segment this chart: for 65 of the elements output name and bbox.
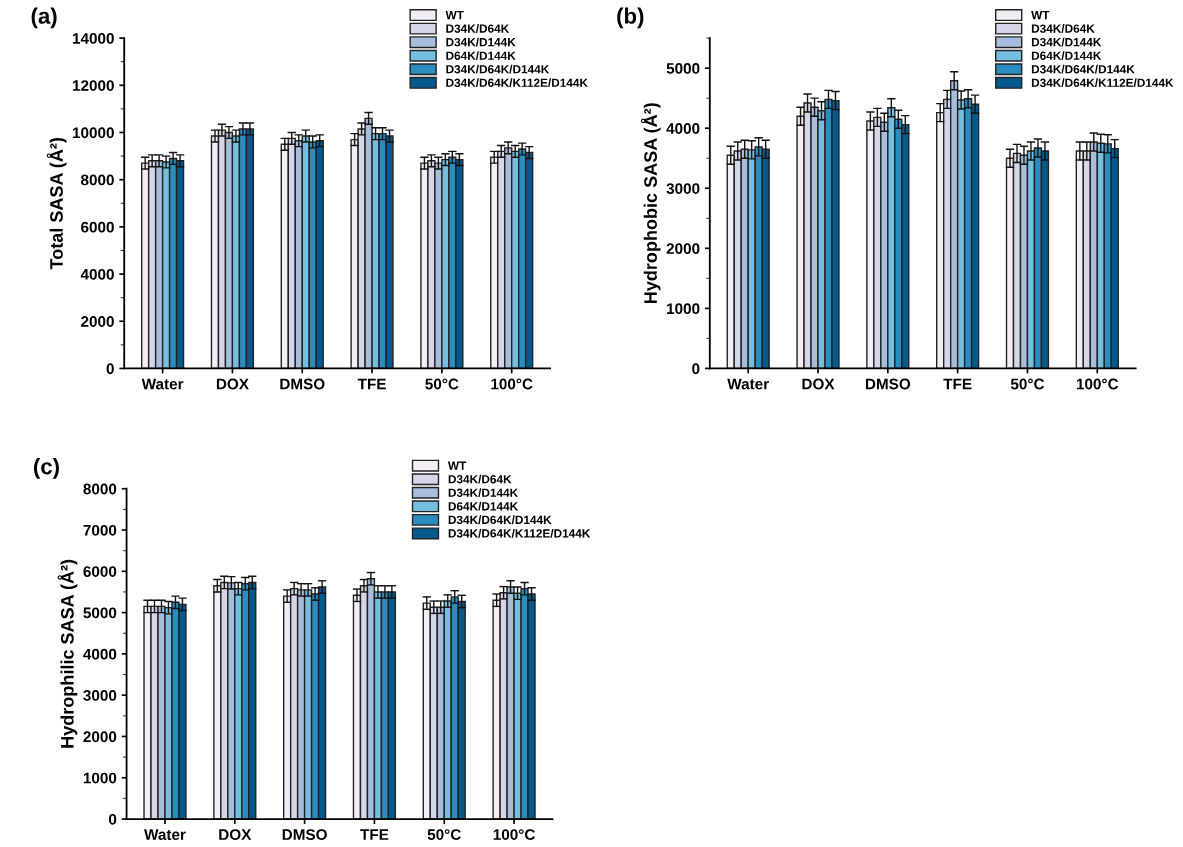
legend-label: D34K/D64K/K112E/D144K xyxy=(1031,78,1174,88)
y-tick-label: 2000 xyxy=(81,316,114,327)
y-tick-label: 12000 xyxy=(72,80,114,91)
x-tick-label: DMSO xyxy=(280,378,325,390)
x-tick-label: 50°C xyxy=(1010,378,1045,390)
legend-label: D34K/D64K xyxy=(448,474,512,484)
x-tick-label: 50°C xyxy=(427,829,461,840)
legend-label: D34K/D64K/D144K xyxy=(448,515,552,525)
chart-title: (a) xyxy=(31,7,57,29)
legend-label: WT xyxy=(447,461,467,470)
legend-label: D34K/D64K/K112E/D144K xyxy=(446,78,588,88)
x-tick-label: DOX xyxy=(219,829,252,840)
y-tick-label: 8000 xyxy=(80,174,114,186)
y-tick-label: 4000 xyxy=(80,268,114,280)
legend-label: D34K/D64K/K112E/D144K xyxy=(448,528,591,538)
legend-label: D34K/D64K xyxy=(446,24,510,33)
legend-label: D34K/D144K xyxy=(446,37,516,47)
legend-label: D34K/D64K/D144K xyxy=(1031,64,1135,74)
y-tick-label: 3000 xyxy=(666,183,700,194)
x-tick-label: TFE xyxy=(357,378,386,390)
y-tick-label: 2000 xyxy=(666,243,700,255)
y-tick-label: 6000 xyxy=(81,221,114,233)
y-tick-label: 2000 xyxy=(83,731,117,743)
legend-label: D64K/D144K xyxy=(446,51,516,61)
y-tick-label: 3000 xyxy=(83,690,117,701)
legend-label: D64K/D144K xyxy=(448,501,519,511)
legend-label: D64K/D144K xyxy=(1031,51,1102,61)
legend-label: D34K/D144K xyxy=(1031,37,1102,47)
x-tick-label: Water xyxy=(727,378,769,390)
x-tick-label: DOX xyxy=(216,378,249,390)
x-tick-label: 100°C xyxy=(491,378,533,390)
x-tick-label: DOX xyxy=(802,378,835,390)
legend-label: WT xyxy=(445,11,464,20)
y-axis-title: Hydrophilic SASA (Å²) xyxy=(57,559,78,748)
y-tick-label: 1000 xyxy=(83,772,117,784)
x-tick-label: DMSO xyxy=(282,829,327,840)
y-tick-label: 6000 xyxy=(83,566,117,577)
chart-title: (c) xyxy=(34,458,59,479)
y-tick-label: 0 xyxy=(106,363,114,375)
y-tick-label: 14000 xyxy=(72,32,114,44)
y-tick-label: 4000 xyxy=(83,648,117,660)
y-tick-label: 1000 xyxy=(667,303,700,315)
legend-label: D34K/D64K xyxy=(1031,24,1095,33)
x-tick-label: TFE xyxy=(943,378,972,390)
x-tick-label: Water xyxy=(141,378,184,390)
y-tick-label: 5000 xyxy=(83,607,117,619)
x-tick-label: 100°C xyxy=(1076,378,1119,390)
y-tick-label: 0 xyxy=(692,363,700,375)
y-tick-label: 10000 xyxy=(72,127,114,139)
y-axis-title: Hydrophobic SASA (Å²) xyxy=(640,103,661,304)
x-tick-label: 50°C xyxy=(425,378,459,390)
y-tick-label: 8000 xyxy=(83,483,117,495)
chart-title: (b) xyxy=(617,7,644,29)
legend-label: WT xyxy=(1031,11,1050,20)
x-tick-label: Water xyxy=(144,829,186,840)
x-tick-label: DMSO xyxy=(865,378,911,390)
x-tick-label: TFE xyxy=(360,829,389,840)
y-tick-label: 5000 xyxy=(666,63,700,74)
y-axis-title: Total SASA (Å²) xyxy=(46,137,67,270)
legend-label: D34K/D144K xyxy=(448,488,519,498)
x-tick-label: 100°C xyxy=(493,829,535,840)
y-tick-label: 7000 xyxy=(83,524,117,536)
legend-label: D34K/D64K/D144K xyxy=(446,64,550,74)
y-tick-label: 4000 xyxy=(666,123,700,134)
y-tick-label: 0 xyxy=(108,813,117,825)
